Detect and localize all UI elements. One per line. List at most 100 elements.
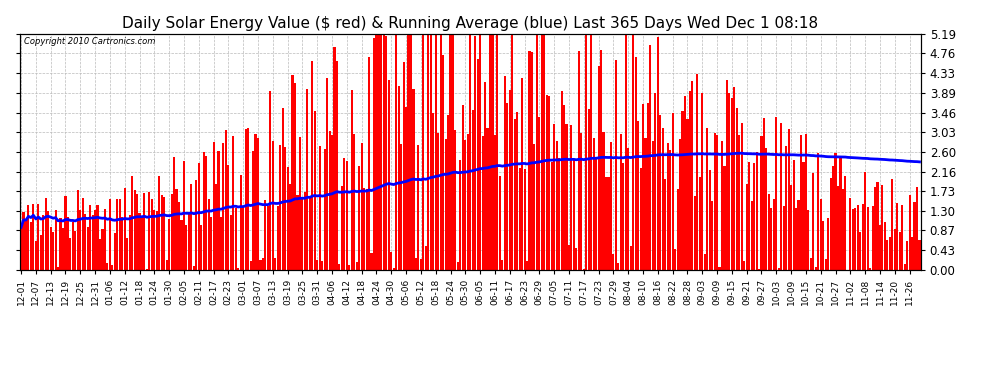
Bar bbox=[77, 190, 79, 270]
Bar bbox=[701, 93, 703, 270]
Bar bbox=[585, 34, 587, 270]
Bar bbox=[235, 208, 237, 270]
Bar bbox=[91, 214, 94, 270]
Bar bbox=[225, 130, 227, 270]
Bar bbox=[711, 201, 713, 270]
Bar bbox=[373, 38, 375, 270]
Bar bbox=[210, 217, 212, 270]
Bar bbox=[405, 106, 407, 270]
Bar bbox=[350, 90, 352, 270]
Bar bbox=[358, 166, 360, 270]
Bar bbox=[299, 137, 301, 270]
Bar bbox=[894, 229, 896, 270]
Bar bbox=[316, 260, 318, 270]
Bar bbox=[205, 156, 207, 270]
Bar bbox=[311, 61, 313, 270]
Bar bbox=[615, 60, 617, 270]
Bar bbox=[835, 153, 837, 270]
Bar bbox=[331, 135, 333, 270]
Bar bbox=[536, 34, 538, 270]
Bar bbox=[750, 201, 752, 270]
Bar bbox=[341, 186, 343, 270]
Bar bbox=[141, 216, 143, 270]
Bar bbox=[146, 269, 148, 270]
Bar bbox=[891, 179, 893, 270]
Bar bbox=[471, 110, 474, 270]
Bar bbox=[447, 115, 449, 270]
Bar bbox=[539, 117, 541, 270]
Bar bbox=[669, 150, 671, 270]
Bar bbox=[400, 144, 402, 270]
Bar bbox=[87, 227, 89, 270]
Bar bbox=[188, 214, 190, 270]
Bar bbox=[40, 235, 42, 270]
Bar bbox=[605, 177, 607, 270]
Bar bbox=[319, 146, 321, 270]
Bar bbox=[271, 141, 274, 270]
Bar bbox=[790, 185, 792, 270]
Bar bbox=[170, 194, 172, 270]
Bar bbox=[623, 163, 625, 270]
Bar bbox=[139, 213, 141, 270]
Bar bbox=[213, 142, 215, 270]
Bar bbox=[644, 138, 646, 270]
Bar bbox=[812, 173, 815, 270]
Bar bbox=[403, 62, 405, 270]
Bar bbox=[180, 220, 182, 270]
Bar bbox=[415, 258, 417, 270]
Bar bbox=[765, 148, 767, 270]
Bar bbox=[82, 198, 84, 270]
Bar bbox=[324, 149, 326, 270]
Bar bbox=[408, 34, 410, 270]
Bar bbox=[654, 93, 656, 270]
Bar bbox=[459, 160, 461, 270]
Bar bbox=[165, 260, 167, 270]
Bar bbox=[501, 260, 503, 270]
Bar bbox=[144, 193, 146, 270]
Bar bbox=[555, 141, 557, 270]
Bar bbox=[131, 176, 133, 270]
Bar bbox=[716, 135, 718, 270]
Bar bbox=[651, 141, 654, 270]
Bar bbox=[289, 184, 291, 270]
Bar bbox=[48, 211, 50, 270]
Bar bbox=[783, 206, 785, 270]
Bar bbox=[69, 238, 71, 270]
Bar bbox=[84, 213, 86, 270]
Bar bbox=[383, 34, 385, 270]
Bar bbox=[249, 261, 251, 270]
Bar bbox=[640, 168, 642, 270]
Bar bbox=[874, 187, 876, 270]
Bar bbox=[676, 189, 678, 270]
Bar bbox=[64, 196, 66, 270]
Bar bbox=[79, 210, 81, 270]
Bar bbox=[827, 218, 830, 270]
Bar bbox=[309, 198, 311, 270]
Bar bbox=[689, 92, 691, 270]
Bar bbox=[837, 186, 840, 270]
Bar bbox=[817, 153, 820, 270]
Bar bbox=[348, 265, 350, 270]
Bar bbox=[808, 210, 810, 270]
Bar bbox=[684, 96, 686, 270]
Bar bbox=[50, 227, 51, 270]
Bar bbox=[866, 207, 868, 270]
Bar bbox=[775, 117, 777, 270]
Bar bbox=[788, 129, 790, 270]
Bar bbox=[344, 158, 346, 270]
Bar bbox=[190, 184, 192, 270]
Bar bbox=[714, 133, 716, 270]
Bar bbox=[168, 219, 170, 270]
Bar bbox=[443, 55, 445, 270]
Bar bbox=[820, 199, 822, 270]
Bar bbox=[25, 220, 27, 270]
Bar bbox=[254, 134, 256, 270]
Bar bbox=[514, 119, 516, 270]
Bar bbox=[418, 145, 420, 270]
Bar bbox=[454, 130, 456, 270]
Bar bbox=[590, 34, 592, 270]
Bar bbox=[420, 260, 422, 270]
Bar bbox=[35, 241, 37, 270]
Bar bbox=[603, 132, 605, 270]
Bar bbox=[274, 258, 276, 270]
